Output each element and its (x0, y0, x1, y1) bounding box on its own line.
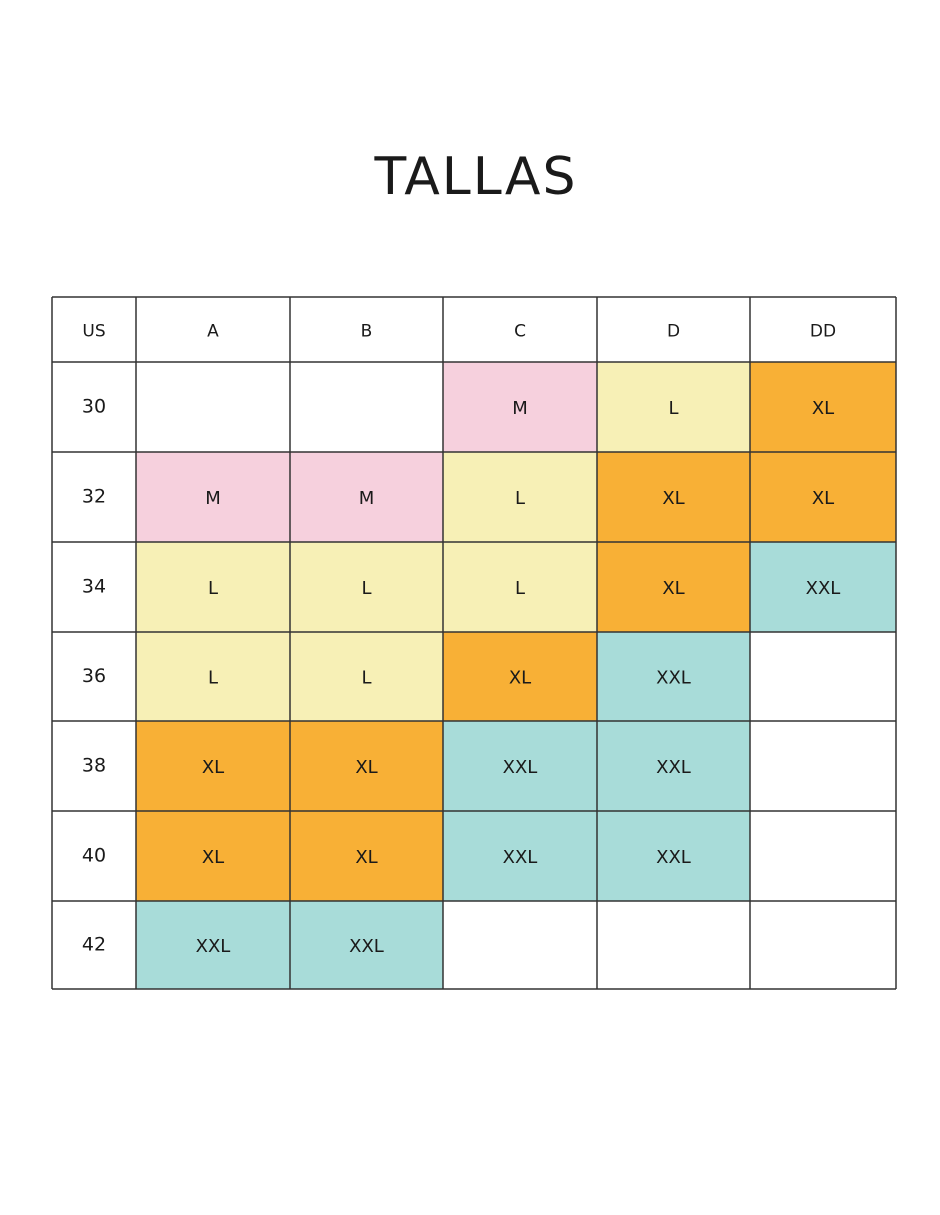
size-label: XL (355, 757, 377, 778)
size-cell (443, 632, 597, 721)
size-label: M (359, 488, 375, 509)
column-header: US (82, 322, 105, 342)
row-label: 36 (82, 665, 106, 687)
size-cell (290, 542, 443, 632)
size-cell (136, 901, 290, 989)
size-label: L (515, 488, 525, 509)
size-label: XXL (656, 847, 691, 868)
size-label: XL (662, 578, 684, 599)
column-header: D (667, 322, 680, 342)
size-label: M (205, 488, 221, 509)
column-header: DD (810, 322, 836, 342)
size-cell (597, 721, 750, 811)
size-cell (136, 542, 290, 632)
size-cell (290, 901, 443, 989)
size-cell (443, 811, 597, 901)
title: TALLAS (373, 147, 577, 207)
size-label: XXL (656, 668, 691, 689)
size-cell (290, 632, 443, 721)
size-label: XXL (196, 936, 231, 957)
size-cell (136, 632, 290, 721)
size-cell (597, 542, 750, 632)
size-cell (136, 811, 290, 901)
size-label: L (361, 578, 371, 599)
size-cell (750, 542, 896, 632)
size-cell (443, 721, 597, 811)
size-cell (136, 721, 290, 811)
size-cell (290, 721, 443, 811)
size-label: XL (662, 488, 684, 509)
size-label: XXL (503, 847, 538, 868)
row-label: 38 (82, 755, 106, 777)
size-label: XL (812, 488, 834, 509)
size-cell (443, 542, 597, 632)
row-label: 32 (82, 486, 106, 508)
size-label: XXL (656, 757, 691, 778)
size-label: L (208, 578, 218, 599)
size-label: XXL (349, 936, 384, 957)
size-label: M (512, 398, 528, 419)
size-label: XXL (806, 578, 841, 599)
size-label: L (208, 668, 218, 689)
size-label: XXL (503, 757, 538, 778)
size-label: XL (355, 847, 377, 868)
row-label: 30 (82, 396, 106, 418)
size-label: XL (202, 757, 224, 778)
size-cell (443, 362, 597, 452)
row-label: 42 (82, 934, 106, 956)
size-label: XL (509, 668, 531, 689)
size-cell (597, 452, 750, 542)
size-label: L (361, 668, 371, 689)
size-cell (750, 362, 896, 452)
size-label: XL (812, 398, 834, 419)
size-label: L (668, 398, 678, 419)
column-header: B (361, 322, 373, 342)
size-cell (597, 632, 750, 721)
size-cell (443, 452, 597, 542)
size-cell (750, 452, 896, 542)
size-cell (597, 362, 750, 452)
size-cell (290, 452, 443, 542)
row-label: 34 (82, 576, 106, 598)
size-table: M L XL 30 M M L XL XL 32 L L L XL XXL 34 L L XL XXL 36 XL XL XX… (51, 296, 897, 990)
size-cell (290, 811, 443, 901)
size-label: L (515, 578, 525, 599)
size-cell (136, 452, 290, 542)
column-header: C (514, 322, 526, 342)
row-label: 40 (82, 845, 106, 867)
column-header: A (207, 322, 219, 342)
size-label: XL (202, 847, 224, 868)
size-cell (597, 811, 750, 901)
